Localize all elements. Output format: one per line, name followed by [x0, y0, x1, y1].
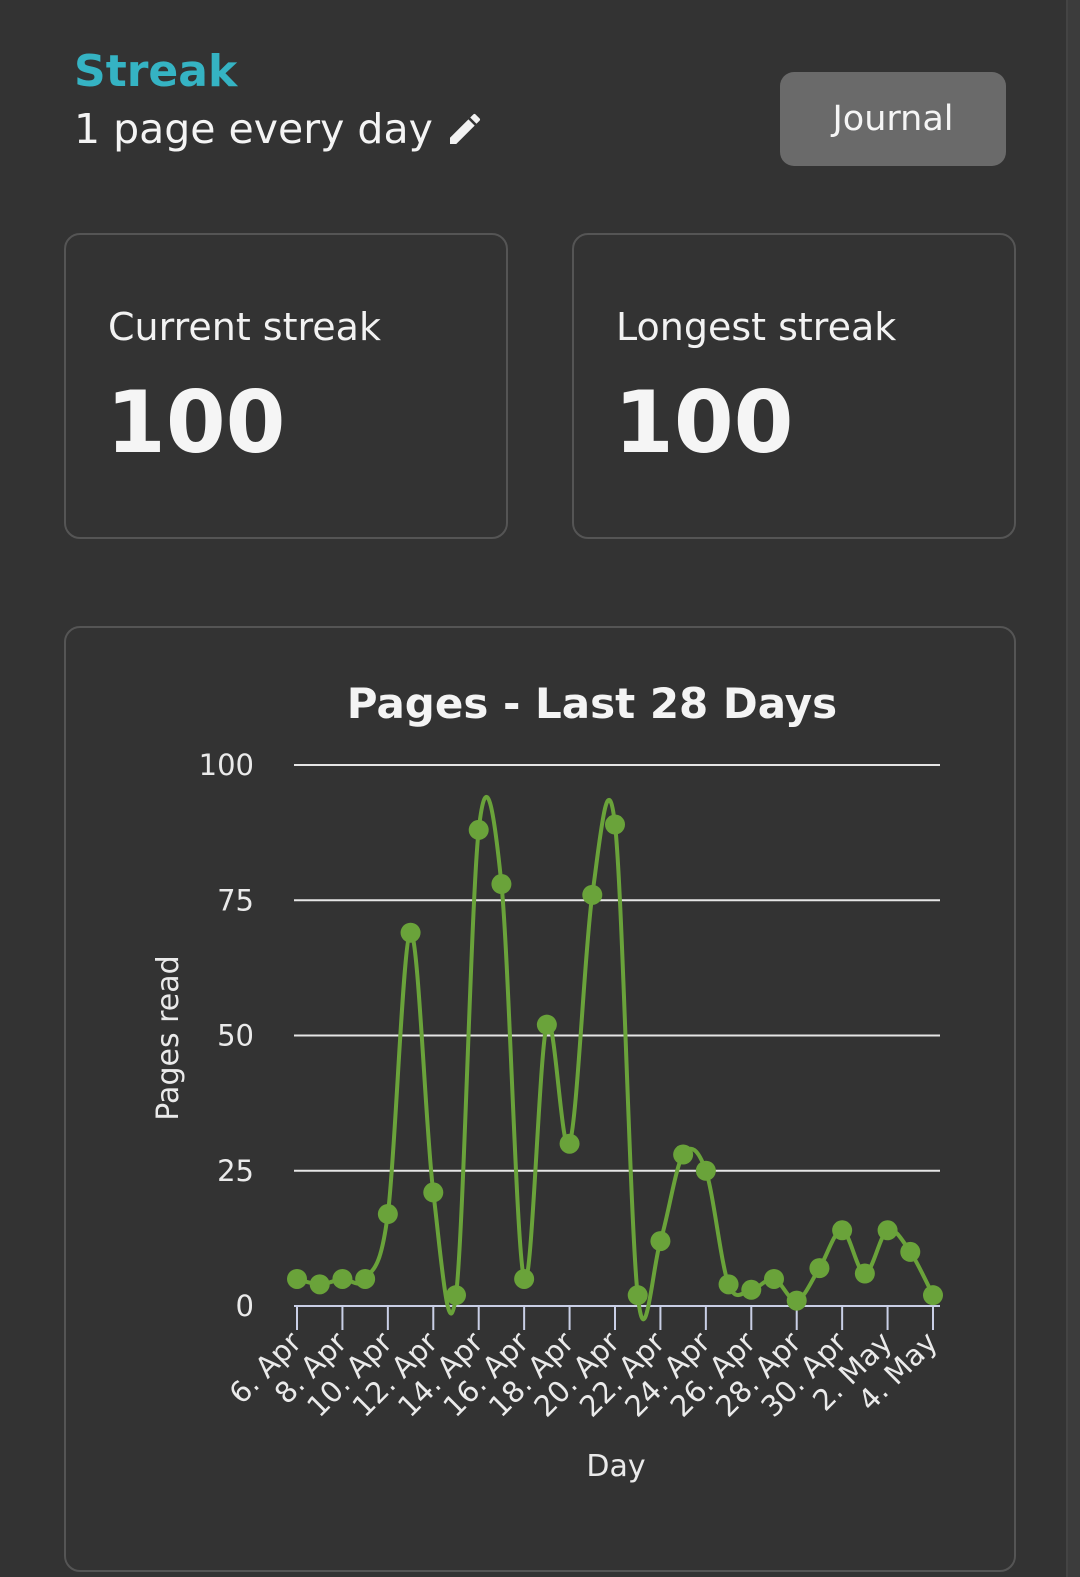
data-point	[605, 814, 625, 835]
goal-row: 1 page every day	[74, 105, 485, 153]
data-point	[877, 1220, 898, 1241]
data-point	[582, 884, 603, 905]
data-point	[355, 1268, 376, 1289]
data-point	[423, 1182, 444, 1203]
data-point	[332, 1268, 353, 1289]
series-line	[296, 794, 935, 1321]
y-tick-label: 75	[217, 883, 254, 917]
data-point	[309, 1274, 330, 1295]
data-point	[468, 819, 489, 840]
data-point	[377, 1204, 398, 1225]
data-point	[627, 1285, 648, 1306]
data-point	[287, 1268, 307, 1289]
x-axis-title: Day	[586, 1449, 645, 1484]
y-axis-title: Pages read	[151, 955, 186, 1120]
data-point	[491, 874, 512, 895]
streak-header: Streak 1 page every day	[74, 46, 485, 153]
data-point	[764, 1268, 784, 1289]
pages-chart-card: Pages - Last 28 Days 0 25 50 75 100 6. Apr 8. A…	[64, 626, 1016, 1572]
data-point	[900, 1241, 921, 1262]
y-tick-label: 50	[217, 1019, 254, 1053]
data-point	[786, 1290, 807, 1311]
current-streak-value: 100	[106, 373, 286, 473]
data-point	[559, 1133, 580, 1154]
data-point	[809, 1258, 830, 1279]
data-point	[854, 1263, 875, 1284]
data-point	[923, 1285, 943, 1306]
chart-title: Pages - Last 28 Days	[347, 679, 837, 728]
data-point	[536, 1014, 557, 1035]
current-streak-label: Current streak	[108, 305, 381, 349]
data-point	[832, 1220, 853, 1241]
data-point	[673, 1144, 694, 1165]
y-tick-label: 0	[236, 1289, 254, 1323]
data-point	[695, 1160, 716, 1181]
pencil-icon[interactable]	[445, 109, 485, 149]
goal-text: 1 page every day	[74, 105, 433, 153]
data-point	[718, 1274, 739, 1295]
scrollbar[interactable]	[1066, 0, 1080, 1577]
longest-streak-card: Longest streak 100	[572, 233, 1016, 539]
longest-streak-label: Longest streak	[616, 305, 897, 349]
data-point	[446, 1285, 466, 1306]
y-tick-label: 100	[199, 748, 254, 782]
current-streak-card: Current streak 100	[64, 233, 508, 539]
journal-button[interactable]: Journal	[780, 72, 1006, 166]
y-tick-label: 25	[217, 1154, 254, 1188]
data-point	[650, 1231, 671, 1252]
data-point	[400, 922, 421, 943]
longest-streak-value: 100	[614, 373, 794, 473]
section-title: Streak	[74, 46, 238, 97]
data-point	[514, 1268, 535, 1289]
data-point	[741, 1279, 762, 1300]
